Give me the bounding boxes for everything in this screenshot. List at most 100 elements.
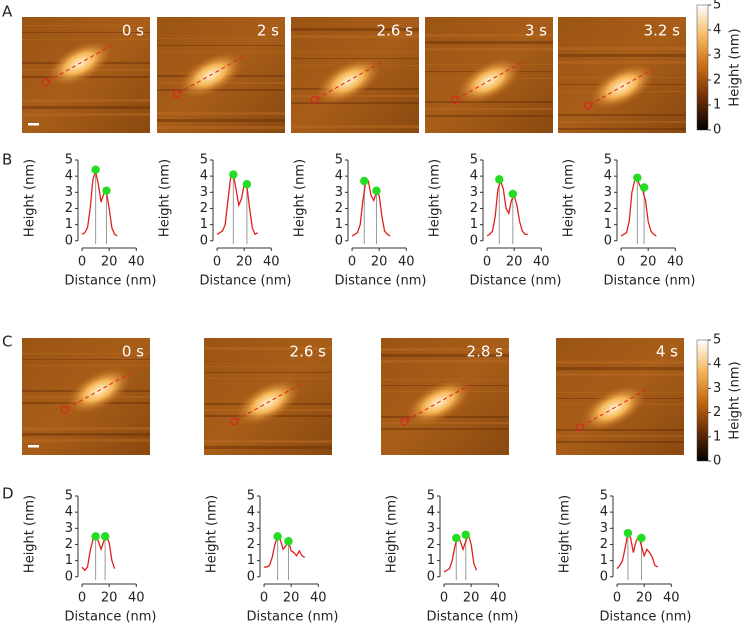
y-tick-label: 0 xyxy=(470,233,478,248)
image-streak xyxy=(425,41,553,44)
x-tick-label: 20 xyxy=(283,591,300,606)
y-axis-label: Height (nm) xyxy=(23,495,38,573)
image-streak xyxy=(291,102,419,104)
profile-start xyxy=(230,417,238,426)
profile-line xyxy=(589,68,655,106)
image-streak xyxy=(425,108,553,110)
image-streak xyxy=(157,119,285,122)
y-tick-label: 4 xyxy=(470,169,478,184)
image-streak xyxy=(291,125,419,128)
time-label: 0 s xyxy=(122,22,144,40)
time-label: 2.6 s xyxy=(290,343,327,361)
y-tick-label: 5 xyxy=(335,153,343,168)
y-tick-label: 3 xyxy=(470,185,478,200)
y-tick-label: 1 xyxy=(470,217,478,232)
y-tick-label: 0 xyxy=(427,569,435,584)
y-tick-label: 5 xyxy=(200,153,208,168)
image-streak xyxy=(22,25,150,26)
colorbar-tick-label: 3 xyxy=(713,381,721,396)
image-streak xyxy=(157,38,285,39)
peak-marker xyxy=(360,176,369,186)
image-streak xyxy=(22,439,150,442)
afm-image: 3.2 s xyxy=(558,17,686,133)
y-axis-label: Height (nm) xyxy=(205,495,220,573)
image-streak xyxy=(157,45,285,46)
profile-line xyxy=(581,389,646,427)
y-tick-label: 4 xyxy=(604,169,612,184)
panel-label: C xyxy=(2,333,12,351)
colorbar xyxy=(696,339,709,462)
x-axis-label: Distance (nm) xyxy=(64,274,156,289)
y-tick-label: 5 xyxy=(470,153,478,168)
x-tick-label: 20 xyxy=(506,255,523,270)
y-tick-label: 0 xyxy=(600,569,608,584)
afm-image: 0 s xyxy=(22,17,150,133)
y-tick-label: 2 xyxy=(200,201,208,216)
y-tick-label: 5 xyxy=(65,489,73,504)
x-tick-label: 0 xyxy=(78,255,86,270)
x-tick-label: 0 xyxy=(78,591,86,606)
y-tick-label: 2 xyxy=(65,537,73,552)
y-tick-label: 2 xyxy=(427,537,435,552)
image-streak xyxy=(558,121,686,123)
image-streak xyxy=(291,28,419,31)
height-profile xyxy=(351,179,391,237)
image-streak xyxy=(425,101,553,103)
peak-marker xyxy=(495,175,504,184)
y-tick-label: 4 xyxy=(335,169,343,184)
image-streak xyxy=(558,114,686,116)
profile-line xyxy=(47,44,112,82)
image-streak xyxy=(204,366,332,367)
image-streak xyxy=(556,361,684,364)
y-tick-label: 3 xyxy=(247,521,255,536)
image-streak xyxy=(22,365,150,366)
y-tick-label: 0 xyxy=(65,569,73,584)
x-axis-label: Distance (nm) xyxy=(246,610,338,625)
y-tick-label: 1 xyxy=(600,553,608,568)
y-tick-label: 2 xyxy=(604,201,612,216)
colorbar-label: Height (nm) xyxy=(728,28,743,106)
y-axis-label: Height (nm) xyxy=(428,159,443,237)
y-tick-label: 5 xyxy=(427,489,435,504)
y-axis-label: Height (nm) xyxy=(558,495,573,573)
y-tick-label: 4 xyxy=(427,505,435,520)
image-streak xyxy=(291,35,419,38)
image-streak xyxy=(204,378,332,379)
image-streak xyxy=(556,373,684,376)
y-tick-label: 2 xyxy=(247,537,255,552)
profile-start xyxy=(584,101,592,110)
image-streak xyxy=(381,428,509,430)
image-streak xyxy=(204,440,332,443)
image-streak xyxy=(425,115,553,117)
y-tick-label: 2 xyxy=(470,201,478,216)
height-profile xyxy=(486,178,528,237)
height-profile xyxy=(620,178,657,237)
peak-marker xyxy=(508,189,518,199)
time-label: 2.8 s xyxy=(467,343,504,361)
colorbar-tick-label: 1 xyxy=(713,429,721,444)
scale-bar xyxy=(28,123,39,126)
y-tick-label: 4 xyxy=(200,169,208,184)
profile-start xyxy=(41,78,50,87)
y-tick-label: 2 xyxy=(600,537,608,552)
panel-label: B xyxy=(2,151,12,169)
image-streak xyxy=(22,32,150,33)
image-streak xyxy=(556,429,684,431)
image-streak xyxy=(157,126,285,129)
image-streak xyxy=(556,367,684,370)
peak-marker xyxy=(102,186,111,195)
y-tick-label: 1 xyxy=(65,217,73,232)
y-tick-label: 1 xyxy=(247,553,255,568)
afm-image: 2 s xyxy=(157,17,285,133)
x-tick-label: 40 xyxy=(533,255,550,270)
image-streak xyxy=(22,359,150,360)
time-label: 0 s xyxy=(122,343,144,361)
image-streak xyxy=(22,106,150,109)
y-axis-label: Height (nm) xyxy=(158,159,173,237)
x-tick-label: 0 xyxy=(440,591,448,606)
x-tick-label: 20 xyxy=(236,255,253,270)
